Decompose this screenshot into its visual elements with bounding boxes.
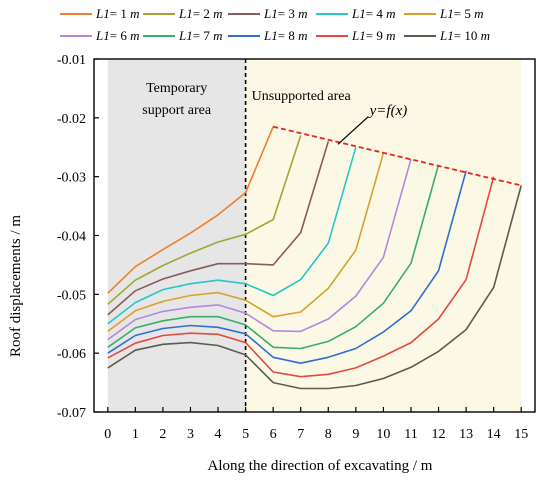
legend-label: L1= 7 m [178, 28, 222, 43]
region-label-temporary-line-0: Temporary [146, 81, 207, 96]
legend-label: L1= 10 m [439, 28, 490, 43]
legend-item-7: L1= 7 m [143, 28, 222, 43]
x-tick-label: 7 [297, 427, 304, 442]
annotation-layer: y=f(x) [272, 103, 522, 187]
y-tick-label: -0.03 [57, 171, 86, 186]
legend-item-10: L1= 10 m [404, 28, 490, 43]
series-layer [107, 126, 522, 390]
x-tick-label: 13 [459, 427, 473, 442]
legend-item-6: L1= 6 m [60, 28, 139, 43]
legend-item-9: L1= 9 m [316, 28, 395, 43]
x-tick-label: 6 [270, 427, 277, 442]
x-tick-label: 1 [132, 427, 139, 442]
series-line-4 [107, 147, 357, 325]
y-tick-label: -0.04 [57, 230, 86, 245]
legend-label: L1= 8 m [263, 28, 307, 43]
legend-item-3: L1= 3 m [228, 6, 307, 21]
x-tick-label: 10 [376, 427, 390, 442]
x-tick-label: 0 [104, 427, 111, 442]
series-line-5 [107, 152, 385, 333]
y-tick-label: -0.06 [57, 347, 86, 362]
legend-label: L1= 6 m [95, 28, 139, 43]
y-axis-title: Roof displacements / m [8, 215, 24, 357]
x-axis-title: Along the direction of excavating / m [208, 458, 433, 474]
legend-item-1: L1= 1 m [60, 6, 139, 21]
axes-layer: 0 1 2 3 4 5 6 7 8 9 10 11 12 13 14 15-0.01-0.02-0.03-0.… [57, 53, 536, 442]
series-line-2 [107, 135, 302, 305]
region-unsupported [245, 59, 522, 412]
envelope-line-yfx [272, 125, 522, 187]
x-tick-label: 4 [215, 427, 222, 442]
x-tick-label: 15 [514, 427, 528, 442]
legend-label: L1= 3 m [263, 6, 307, 21]
legend-item-2: L1= 2 m [143, 6, 222, 21]
x-tick-label: 8 [325, 427, 332, 442]
legend-label: L1= 4 m [351, 6, 395, 21]
legend-label: L1= 5 m [439, 6, 483, 21]
series-line-10 [107, 185, 522, 390]
x-tick-label: 3 [187, 427, 194, 442]
series-line-9 [107, 176, 495, 378]
x-tick-label: 12 [432, 427, 446, 442]
legend-item-5: L1= 5 m [404, 6, 483, 21]
legend-label: L1= 1 m [95, 6, 139, 21]
annotation-label: y=f(x) [368, 103, 408, 119]
x-tick-label: 11 [404, 427, 417, 442]
y-tick-label: -0.05 [57, 288, 86, 303]
region-label-unsupported: Unsupported area [252, 89, 352, 104]
legend-item-4: L1= 4 m [316, 6, 395, 21]
series-line-7 [107, 164, 440, 350]
legend-label: L1= 2 m [178, 6, 222, 21]
region-label-temporary-line-1: support area [142, 103, 212, 118]
series-line-8 [107, 170, 467, 365]
legend: L1= 1 m L1= 2 m L1= 3 m L1= 4 m L1= 5 m L1= 6… [60, 6, 490, 43]
series-line-3 [107, 141, 330, 316]
legend-label: L1= 9 m [351, 28, 395, 43]
series-line-1 [107, 126, 274, 294]
legend-item-8: L1= 8 m [228, 28, 307, 43]
series-line-6 [107, 158, 412, 341]
y-tick-label: -0.07 [57, 406, 86, 421]
x-tick-label: 5 [242, 427, 249, 442]
regions-layer: Temporary support area Unsupported area [107, 59, 522, 412]
x-tick-label: 2 [159, 427, 166, 442]
x-tick-label: 9 [352, 427, 359, 442]
annotation-pointer [337, 116, 369, 145]
x-tick-label: 14 [487, 427, 501, 442]
y-tick-label: -0.02 [57, 112, 86, 127]
y-tick-label: -0.01 [57, 53, 86, 68]
